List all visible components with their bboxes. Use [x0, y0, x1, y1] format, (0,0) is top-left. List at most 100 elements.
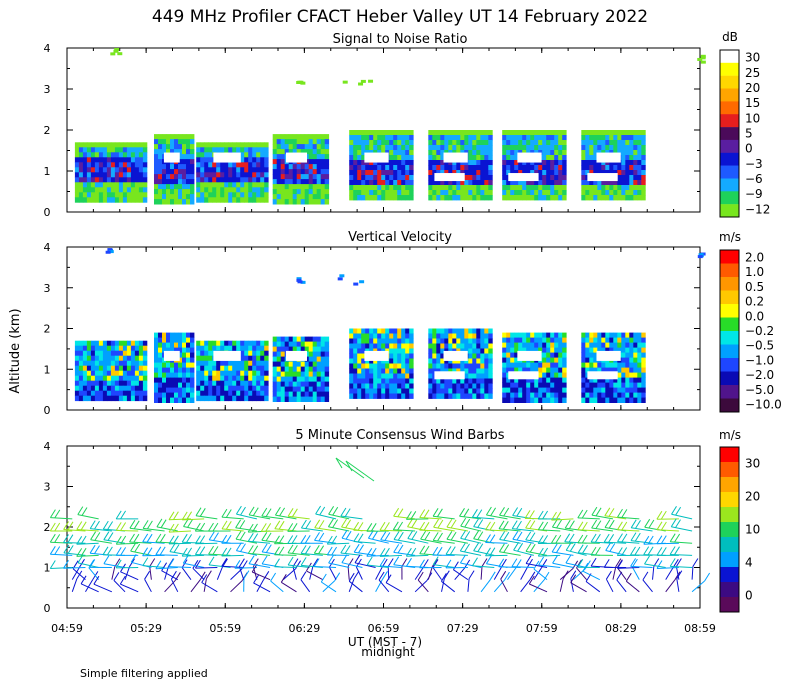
- heatmap-cell: [393, 368, 398, 374]
- heatmap-cell: [126, 375, 132, 382]
- heatmap-cell: [264, 172, 269, 178]
- heatmap-cell: [260, 360, 265, 367]
- heatmap-cell: [256, 142, 261, 148]
- wind-barb-feather: [120, 522, 127, 531]
- heatmap-cell: [182, 377, 187, 383]
- heatmap-cell: [240, 365, 245, 372]
- heatmap-cell: [538, 160, 543, 166]
- heatmap-cell: [114, 152, 120, 158]
- heatmap-cell: [444, 130, 449, 136]
- heatmap-cell: [436, 378, 441, 384]
- heatmap-cell: [452, 368, 457, 374]
- wind-barb-feather: [133, 520, 140, 530]
- heatmap-cell: [633, 357, 638, 363]
- heatmap-cell: [601, 190, 606, 196]
- wind-barb-feather: [570, 570, 577, 579]
- wind-barb: [164, 579, 176, 593]
- heatmap-cell: [546, 347, 551, 353]
- heatmap-cell: [377, 333, 382, 339]
- heatmap-cell: [405, 338, 410, 344]
- heatmap-cell: [312, 154, 318, 160]
- heatmap-cell: [546, 180, 551, 186]
- heatmap-cell: [542, 130, 547, 136]
- heatmap-cell: [170, 337, 175, 343]
- heatmap-cell: [190, 169, 195, 175]
- heatmap-cell: [617, 332, 622, 338]
- heatmap-cell: [304, 346, 310, 352]
- heatmap-cell: [178, 159, 183, 165]
- heatmap-cell: [186, 174, 191, 180]
- wind-barb: [341, 562, 363, 568]
- heatmap-cell: [436, 135, 441, 141]
- heatmap-cell: [460, 165, 465, 171]
- heatmap-cell: [248, 345, 253, 352]
- wind-barb: [387, 566, 390, 580]
- heatmap-cell: [90, 197, 96, 203]
- heatmap-cell: [252, 375, 257, 382]
- heatmap-cell: [264, 167, 269, 173]
- heatmap-cell: [296, 381, 302, 387]
- colorbar-label: −5.0: [745, 383, 774, 397]
- heatmap-cell: [324, 199, 330, 205]
- heatmap-cell: [444, 393, 449, 399]
- heatmap-cell: [78, 192, 84, 198]
- heatmap-cell: [468, 190, 473, 196]
- sparse-return: [117, 52, 123, 56]
- heatmap-cell: [440, 150, 445, 156]
- wind-barb-feather: [660, 510, 667, 520]
- heatmap-cell: [170, 397, 175, 403]
- heatmap-cell: [264, 395, 269, 402]
- heatmap-cell: [589, 392, 594, 398]
- heatmap-cell: [617, 175, 622, 181]
- heatmap-cell: [440, 195, 445, 201]
- wind-barb-feather: [423, 509, 430, 519]
- heatmap-cell: [252, 177, 257, 183]
- colorbar-swatch: [720, 492, 739, 508]
- heatmap-cell: [142, 370, 148, 377]
- heatmap-cell: [276, 361, 282, 367]
- heatmap-cell: [597, 180, 602, 186]
- heatmap-cell: [260, 142, 265, 148]
- heatmap-cell: [377, 185, 382, 191]
- heatmap-cell: [134, 340, 140, 347]
- heatmap-cell: [296, 149, 302, 155]
- heatmap-cell: [518, 342, 523, 348]
- heatmap-cell: [166, 144, 171, 150]
- wind-barb-feather: [472, 557, 478, 566]
- heatmap-cell: [316, 199, 322, 205]
- heatmap-cell: [389, 170, 394, 176]
- wind-barb: [604, 515, 627, 520]
- heatmap-cell: [550, 150, 555, 156]
- heatmap-cell: [260, 172, 265, 178]
- heatmap-cell: [138, 345, 144, 352]
- heatmap-cell: [162, 184, 167, 190]
- heatmap-cell: [389, 353, 394, 359]
- colorbar-swatch: [720, 552, 739, 568]
- heatmap-cell: [324, 336, 330, 342]
- wind-barb-feather: [287, 523, 294, 532]
- heatmap-cell: [186, 169, 191, 175]
- heatmap-cell: [138, 390, 144, 397]
- heatmap-cell: [114, 157, 120, 163]
- heatmap-cell: [369, 185, 374, 191]
- heatmap-cell: [349, 150, 354, 156]
- heatmap-cell: [110, 147, 116, 153]
- wind-barb-feather: [393, 544, 400, 553]
- heatmap-cell: [349, 130, 354, 136]
- heatmap-cell: [134, 182, 140, 188]
- heatmap-cell: [106, 157, 112, 163]
- heatmap-cell: [397, 135, 402, 141]
- heatmap-cell: [562, 352, 567, 358]
- heatmap-cell: [377, 195, 382, 201]
- heatmap-cell: [409, 190, 414, 196]
- wind-barb-feather: [80, 535, 87, 545]
- wind-barb-feather: [240, 506, 246, 516]
- heatmap-cell: [484, 160, 489, 166]
- heatmap-cell: [312, 356, 318, 362]
- heatmap-cell: [357, 130, 362, 136]
- heatmap-cell: [272, 396, 278, 402]
- colorbar-label: 2.0: [745, 250, 764, 264]
- heatmap-cell: [546, 357, 551, 363]
- heatmap-cell: [585, 337, 590, 343]
